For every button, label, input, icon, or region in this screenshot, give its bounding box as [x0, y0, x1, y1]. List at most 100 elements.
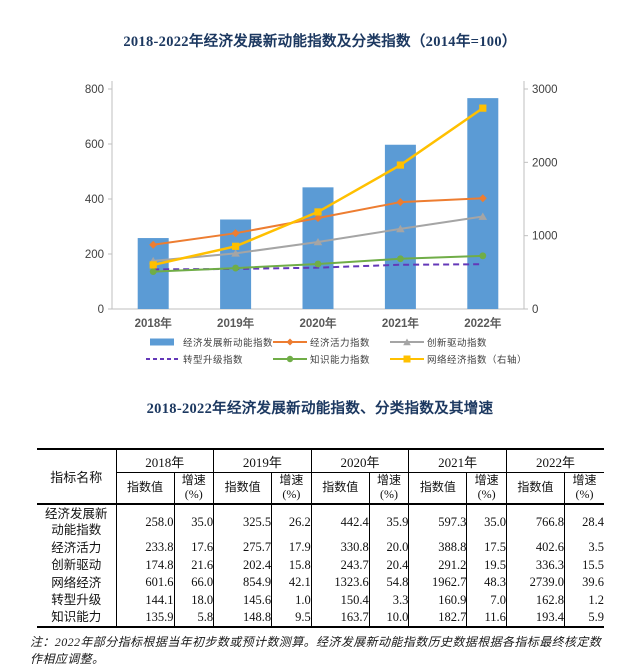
marker-circle [397, 255, 404, 263]
table-title: 2018-2022年经济发展新动能指数、分类指数及其增速 [146, 401, 494, 417]
legend-item: 网络经济指数（右轴） [390, 352, 560, 366]
index-value-cell: 202.4 [213, 556, 272, 574]
table-row: 知识能力 135.9 5.8 148.8 9.5 163.7 10.0 182.7 11.6 19… [37, 609, 605, 628]
index-value-cell: 442.4 [310, 504, 370, 539]
subheader-growth: 增速 (%) [368, 472, 409, 505]
index-value-cell: 135.9 [115, 609, 174, 628]
growth-rate-cell: 17.5 [466, 539, 507, 557]
axis-tick-label: 800 [85, 84, 104, 96]
growth-rate-cell: 35.0 [173, 504, 214, 539]
index-value-cell: 388.8 [408, 539, 467, 557]
table-row: 转型升级 144.1 18.0 145.6 1.0 150.4 3.3 160.9 7.0 162… [37, 591, 605, 609]
bar-2020年 [302, 187, 334, 309]
index-value-cell: 2739.0 [505, 574, 565, 592]
growth-rate-cell: 20.0 [368, 539, 409, 557]
index-value-cell: 148.8 [213, 609, 272, 628]
legend-item: 经济发展新动能指数 [146, 335, 273, 349]
index-value-cell: 766.8 [505, 504, 565, 539]
table-row: 经济活力 233.8 17.6 275.7 17.9 330.8 20.0 388.8 17.5… [37, 539, 605, 557]
growth-rate-cell: 48.3 [466, 574, 507, 592]
chart-legend: 经济发展新动能指数 经济活力指数 创新驱动指数 转型升级指数 知识能力指数 网络经济指数（… [146, 333, 640, 367]
legend-item: 经济活力指数 [273, 335, 390, 349]
index-value-cell: 182.7 [408, 609, 467, 628]
row-label: 知识能力 [37, 609, 117, 628]
header-year-2021: 2021年 [408, 448, 507, 473]
growth-rate-cell: 3.3 [368, 591, 409, 609]
bar-2022年 [467, 98, 499, 309]
header-year-2018: 2018年 [115, 448, 214, 473]
growth-rate-cell: 18.0 [173, 591, 214, 609]
marker-circle [314, 260, 322, 268]
index-value-cell: 258.0 [115, 504, 174, 539]
growth-rate-cell: 54.8 [368, 574, 409, 592]
index-value-cell: 601.6 [115, 574, 174, 592]
combo-chart: 0 200 400 600 800 0 1000 2000 3000 2018年 2019年 2020… [85, 81, 558, 330]
legend-row: 经济发展新动能指数 经济活力指数 创新驱动指数 [146, 333, 640, 350]
subheader-growth: 增速 (%) [563, 472, 605, 505]
index-value-cell: 330.8 [310, 539, 370, 557]
index-value-cell: 275.7 [213, 539, 272, 557]
marker-square [479, 104, 487, 112]
legend-item: 创新驱动指数 [390, 335, 560, 349]
growth-rate-cell: 17.6 [173, 539, 214, 557]
subheader-growth: 增速 (%) [466, 472, 507, 505]
marker-square [232, 242, 240, 250]
legend-item: 知识能力指数 [273, 352, 390, 366]
index-value-cell: 597.3 [408, 504, 467, 539]
marker-circle [479, 252, 487, 260]
marker-triangle [231, 249, 240, 257]
subheader-index-value: 指数值 [310, 472, 370, 505]
legend-label: 经济发展新动能指数 [183, 337, 274, 349]
growth-rate-cell: 9.5 [271, 609, 312, 628]
marker-diamond [396, 198, 405, 207]
growth-rate-cell: 11.6 [466, 609, 507, 628]
axis-tick-label: 400 [85, 194, 104, 206]
row-label: 经济活力 [37, 539, 117, 557]
axis-tick-label: 0 [532, 304, 538, 316]
table-footnote: 注：2022年部分指标根据当年初步数或预计数测算。经济发展新动能指数历史数据根据… [30, 634, 602, 666]
row-label: 创新驱动 [37, 556, 117, 574]
row-label: 转型升级 [37, 591, 117, 609]
legend-item: 转型升级指数 [146, 352, 273, 366]
axis-tick-label: 2022年 [464, 316, 502, 330]
growth-rate-cell: 21.6 [173, 556, 214, 574]
index-table: 指标名称 2018年 2019年 2020年 2021年 2022年 指数值 增… [37, 448, 605, 628]
axis-tick-label: 600 [85, 139, 104, 151]
marker-diamond [231, 229, 240, 238]
header-year-2019: 2019年 [213, 448, 312, 473]
legend-row: 转型升级指数 知识能力指数 网络经济指数（右轴） [146, 350, 640, 367]
chart-title: 2018-2022年经济发展新动能指数及分类指数（2014年=100） [123, 34, 517, 50]
index-value-cell: 162.8 [505, 591, 565, 609]
growth-rate-cell: 39.6 [563, 574, 605, 592]
index-value-cell: 160.9 [408, 591, 467, 609]
header-year-2022: 2022年 [505, 448, 605, 473]
legend-swatch-line-icon [146, 357, 180, 360]
growth-rate-cell: 35.9 [368, 504, 409, 539]
growth-rate-cell: 66.0 [173, 574, 214, 592]
legend-label: 经济活力指数 [310, 337, 371, 349]
growth-rate-cell: 15.8 [271, 556, 312, 574]
index-value-cell: 402.6 [505, 539, 565, 557]
index-value-cell: 325.5 [213, 504, 272, 539]
axis-tick-label: 200 [85, 249, 104, 261]
growth-rate-cell: 17.9 [271, 539, 312, 557]
index-value-cell: 163.7 [310, 609, 370, 628]
growth-rate-cell: 20.4 [368, 556, 409, 574]
axis-tick-label: 2019年 [217, 316, 255, 330]
marker-diamond [149, 240, 158, 249]
header-indicator-name: 指标名称 [37, 448, 117, 505]
index-value-cell: 174.8 [115, 556, 174, 574]
marker-circle [232, 264, 240, 272]
legend-swatch-line-icon [390, 338, 424, 345]
table-row: 创新驱动 174.8 21.6 202.4 15.8 243.7 20.4 291.2 19.5… [37, 556, 605, 574]
growth-rate-cell: 7.0 [466, 591, 507, 609]
legend-swatch-line-icon [390, 355, 424, 362]
marker-triangle [478, 212, 488, 220]
marker-circle [149, 268, 157, 276]
index-value-cell: 291.2 [408, 556, 467, 574]
axis-tick-label: 2018年 [135, 316, 173, 330]
growth-rate-cell: 1.2 [563, 591, 605, 609]
marker-triangle [313, 237, 323, 246]
index-value-cell: 193.4 [505, 609, 565, 628]
growth-rate-cell: 10.0 [368, 609, 409, 628]
